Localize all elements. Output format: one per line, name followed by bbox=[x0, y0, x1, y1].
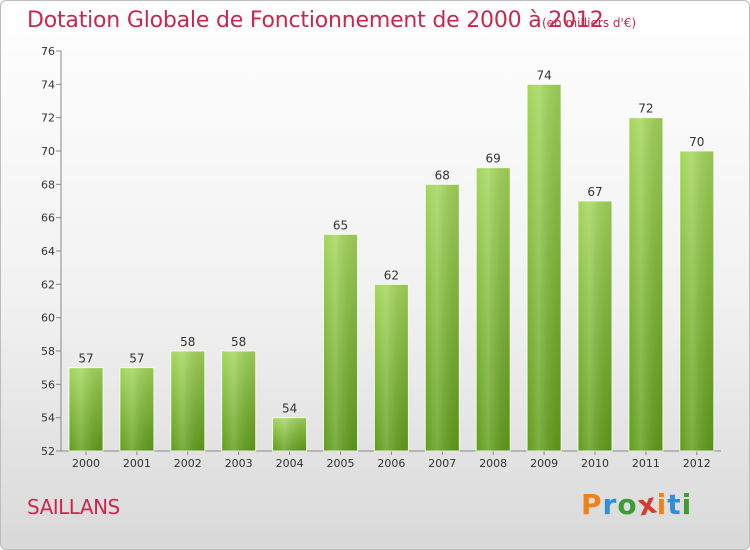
bar-value-label: 62 bbox=[384, 268, 399, 282]
chart-unit-label: (en milliers d'€) bbox=[542, 16, 637, 30]
bar-value-label: 65 bbox=[333, 218, 348, 232]
y-tick-label: 68 bbox=[41, 178, 55, 191]
bar-2001: 57 bbox=[119, 352, 155, 452]
x-tick-label: 2002 bbox=[174, 457, 202, 470]
logo-letter: i bbox=[656, 488, 668, 521]
x-tick-label: 2000 bbox=[72, 457, 100, 470]
bar-2005: 65 bbox=[323, 218, 358, 452]
bar-value-label: 69 bbox=[486, 152, 501, 166]
chart-title: Dotation Globale de Fonctionnement de 20… bbox=[27, 8, 604, 33]
bar-shine bbox=[578, 201, 612, 451]
bar-2004: 54 bbox=[272, 402, 308, 452]
bar-shine bbox=[170, 351, 205, 451]
y-tick-label: 52 bbox=[41, 445, 55, 458]
x-tick-label: 2006 bbox=[377, 457, 405, 470]
bar-outline bbox=[119, 367, 155, 452]
bar-shine bbox=[425, 184, 460, 452]
logo-letter: i bbox=[681, 488, 693, 521]
bar-value-label: 58 bbox=[231, 335, 246, 349]
bar-2010: 67 bbox=[577, 185, 613, 452]
bar-value-label: 70 bbox=[689, 135, 704, 149]
x-tick-label: 2001 bbox=[123, 457, 151, 470]
bar-shine bbox=[119, 367, 154, 451]
bar-outline bbox=[170, 350, 206, 452]
y-axis: 52 54 56 58 60 62 64 66 68 70 72 74 76 bbox=[41, 45, 62, 458]
bar-shine bbox=[323, 234, 358, 451]
bar-outline bbox=[679, 150, 715, 452]
x-tick-label: 2010 bbox=[581, 457, 609, 470]
bar-shine bbox=[69, 367, 103, 451]
bar-outline bbox=[68, 367, 104, 452]
y-tick-label: 62 bbox=[41, 278, 55, 291]
logo-letter: o bbox=[617, 488, 638, 521]
bars: 57 57 58 58 54 65 62 68 69 74 67 72 70 bbox=[68, 68, 715, 452]
bar-outline bbox=[526, 83, 562, 452]
bar-value-label: 57 bbox=[78, 352, 93, 366]
bar-2003: 58 bbox=[221, 335, 257, 452]
bar-value-label: 68 bbox=[435, 168, 450, 182]
y-tick-label: 54 bbox=[41, 412, 55, 425]
x-tick-label: 2012 bbox=[683, 457, 711, 470]
bar-shine bbox=[527, 84, 562, 451]
x-axis: 2000 2001 2002 2003 2004 2005 2006 2007 2008 2009… bbox=[61, 450, 721, 470]
bar-value-label: 74 bbox=[536, 68, 551, 82]
bar-shine bbox=[628, 117, 663, 452]
bar-shine bbox=[374, 284, 409, 451]
bar-value-label: 72 bbox=[638, 102, 653, 116]
x-tick-label: 2009 bbox=[530, 457, 558, 470]
y-tick-label: 66 bbox=[41, 212, 55, 225]
bar-shine bbox=[272, 417, 307, 451]
bar-shine bbox=[679, 151, 714, 451]
bar-outline bbox=[475, 167, 511, 452]
bar-value-label: 67 bbox=[587, 185, 602, 199]
bar-outline bbox=[323, 233, 358, 452]
bar-value-label: 58 bbox=[180, 335, 195, 349]
bar-2008: 69 bbox=[475, 152, 511, 452]
x-tick-label: 2003 bbox=[225, 457, 253, 470]
logo-letter: P bbox=[581, 488, 603, 521]
x-tick-label: 2008 bbox=[479, 457, 507, 470]
bar-2009: 74 bbox=[526, 68, 562, 452]
proxiti-logo[interactable]: Proxiti bbox=[581, 486, 693, 522]
x-tick-label: 2004 bbox=[276, 457, 304, 470]
bar-2011: 72 bbox=[628, 102, 664, 452]
bar-outline bbox=[221, 350, 257, 452]
bar-2002: 58 bbox=[170, 335, 206, 452]
place-name: SAILLANS bbox=[27, 495, 120, 519]
y-tick-label: 74 bbox=[41, 78, 55, 91]
bar-outline bbox=[373, 283, 409, 452]
y-tick-label: 70 bbox=[41, 145, 55, 158]
y-tick-label: 72 bbox=[41, 112, 55, 125]
bar-outline bbox=[272, 417, 308, 452]
y-tick-label: 76 bbox=[41, 45, 55, 58]
bar-2007: 68 bbox=[424, 168, 460, 452]
x-tick-label: 2011 bbox=[632, 457, 660, 470]
x-tick-label: 2007 bbox=[428, 457, 456, 470]
bar-2012: 70 bbox=[679, 135, 715, 452]
bar-outline bbox=[424, 183, 460, 452]
bar-outline bbox=[577, 200, 613, 452]
bar-2000: 57 bbox=[68, 352, 104, 452]
bar-shine bbox=[476, 167, 511, 451]
x-tick-label: 2005 bbox=[327, 457, 355, 470]
y-tick-label: 64 bbox=[41, 245, 55, 258]
bar-value-label: 54 bbox=[282, 402, 297, 416]
y-tick-label: 58 bbox=[41, 345, 55, 358]
bar-outline bbox=[628, 117, 664, 452]
bar-2006: 62 bbox=[373, 268, 409, 452]
logo-letter: t bbox=[667, 488, 682, 521]
bar-shine bbox=[221, 351, 256, 451]
y-tick-label: 60 bbox=[41, 312, 55, 325]
y-tick-label: 56 bbox=[41, 378, 55, 391]
bar-value-label: 57 bbox=[129, 352, 144, 366]
logo-letter: r bbox=[602, 488, 618, 521]
